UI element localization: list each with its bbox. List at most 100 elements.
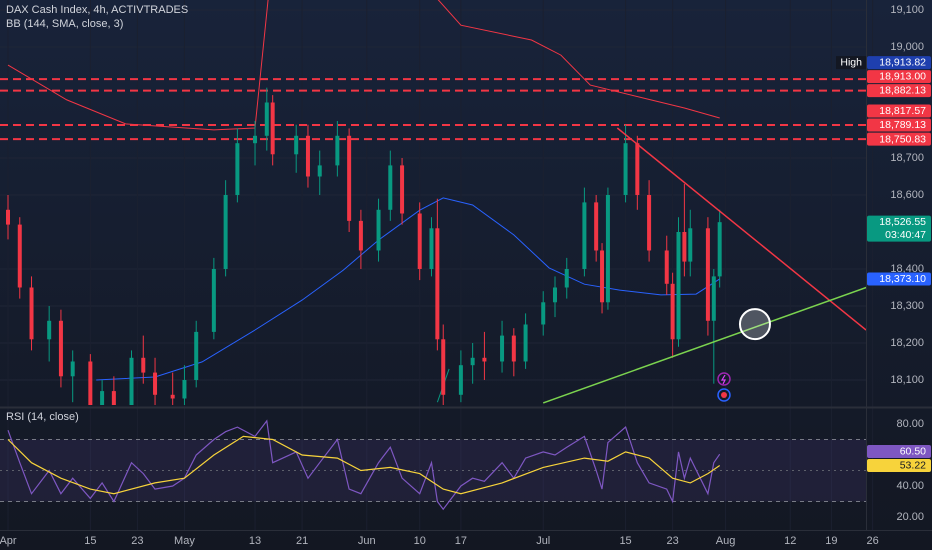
y-tick-label: 19,100 — [890, 4, 924, 16]
y-tick-label: 20.00 — [896, 511, 924, 523]
candle-body — [129, 357, 134, 405]
main-pane — [0, 0, 866, 405]
candle-body — [500, 335, 505, 362]
x-tick-label: 23 — [666, 535, 678, 547]
candle-body — [664, 250, 669, 284]
candle-body — [29, 287, 34, 340]
candle-body — [470, 357, 475, 366]
y-tick-label: 40.00 — [896, 480, 924, 492]
candle-body — [264, 102, 269, 136]
candle-body — [705, 228, 710, 321]
price-badge-prefix: High — [840, 57, 862, 69]
x-tick-label: Jul — [536, 535, 550, 547]
symbol-legend: DAX Cash Index, 4h, ACTIVTRADES — [6, 4, 188, 16]
candle-body — [305, 135, 310, 177]
x-tick-label: Aug — [716, 535, 736, 547]
candle-body — [400, 165, 405, 214]
candle-body — [388, 165, 393, 210]
candle-body — [541, 302, 546, 325]
candle-body — [317, 165, 322, 177]
trend-line — [542, 286, 866, 404]
price-badge-label: 18,789.13 — [879, 119, 926, 131]
candle-body — [211, 268, 216, 332]
candle-body — [458, 365, 463, 395]
candle-body — [235, 143, 240, 195]
candle-body — [141, 357, 146, 373]
price-badge-label: 60.50 — [900, 446, 926, 458]
candle-body — [253, 135, 258, 144]
x-tick-label: 19 — [825, 535, 837, 547]
candle-body — [417, 213, 422, 269]
x-tick-label: Apr — [0, 535, 17, 547]
y-tick-label: 18,400 — [890, 263, 924, 275]
price-badge — [867, 104, 931, 118]
candle-body — [70, 361, 75, 377]
x-tick-label: May — [174, 535, 195, 547]
candle-body — [58, 320, 63, 377]
price-badge-countdown: 03:40:47 — [885, 229, 926, 241]
price-badge — [867, 70, 931, 84]
price-badge — [867, 272, 931, 286]
candle-body — [429, 228, 434, 269]
price-badge-label: 53.22 — [900, 460, 926, 472]
price-badge-label: 18,817.57 — [879, 105, 926, 117]
rsi-pane — [0, 419, 866, 511]
x-tick-label: 15 — [619, 535, 631, 547]
x-tick-label: 12 — [784, 535, 796, 547]
indicator-line — [96, 197, 720, 381]
price-badge-label: 18,913.00 — [879, 71, 926, 83]
y-tick-label: 18,600 — [890, 189, 924, 201]
candle-body — [688, 228, 693, 262]
indicator-line — [7, 419, 721, 511]
x-tick-label: 17 — [455, 535, 467, 547]
candle-body — [594, 202, 599, 251]
candle-body — [88, 361, 93, 405]
x-tick-label: 23 — [131, 535, 143, 547]
candle-body — [153, 372, 158, 395]
x-tick-label: 15 — [84, 535, 96, 547]
candle-body — [482, 357, 487, 362]
price-badge — [867, 215, 931, 242]
candle-body — [223, 194, 228, 269]
y-tick-label: 18,100 — [890, 374, 924, 386]
price-badge-label: 18,913.82 — [879, 57, 926, 69]
bb-legend: BB (144, SMA, close, 3) — [6, 18, 123, 30]
price-badge — [867, 118, 931, 132]
candle-body — [682, 231, 687, 262]
event-icon[interactable] — [717, 372, 731, 386]
candle-body — [294, 135, 299, 155]
candle-body — [523, 324, 528, 362]
candle-body — [170, 394, 175, 399]
price-badge-label: 18,373.10 — [879, 273, 926, 285]
candle-body — [552, 287, 557, 303]
candle-body — [582, 202, 587, 269]
y-tick-label: 18,300 — [890, 300, 924, 312]
candle-body — [605, 194, 610, 303]
candle-body — [5, 209, 10, 225]
candle-body — [647, 194, 652, 251]
candle-body — [511, 335, 516, 362]
price-badge-label: 18,526.55 — [879, 216, 926, 228]
candle-body — [358, 220, 363, 251]
candle-body — [670, 283, 675, 340]
y-tick-label: 18,700 — [890, 152, 924, 164]
rsi-legend: RSI (14, close) — [6, 411, 79, 423]
candle-body — [270, 102, 275, 155]
candle-body — [47, 320, 52, 340]
candle-body — [600, 250, 605, 303]
candle-body — [441, 339, 446, 395]
price-badge — [867, 84, 931, 98]
dividend-icon[interactable] — [717, 388, 731, 402]
x-tick-label: 10 — [414, 535, 426, 547]
y-tick-label: 19,000 — [890, 41, 924, 53]
candle-body — [564, 268, 569, 288]
candle-body — [182, 379, 187, 399]
x-tick-label: 13 — [249, 535, 261, 547]
axis-layer: 19,100 19,000 18,700 18,600 18,400 18,300 18,2… — [0, 4, 931, 547]
candle-body — [194, 331, 199, 380]
candle-body — [376, 209, 381, 251]
indicator-line — [7, 435, 721, 495]
candle-body — [435, 228, 440, 340]
indicator-line — [7, 0, 720, 131]
candle-body — [711, 276, 716, 321]
